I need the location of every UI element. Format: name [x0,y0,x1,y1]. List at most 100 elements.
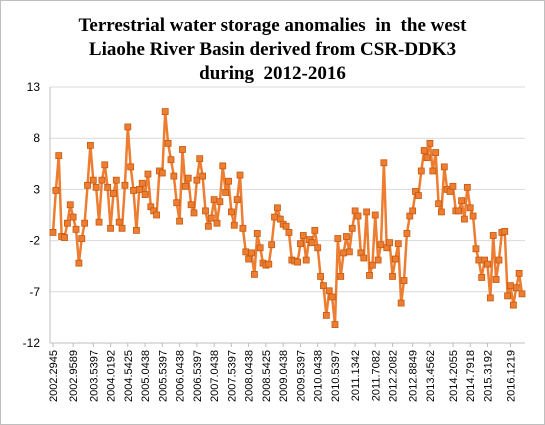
data-point [49,229,57,236]
data-point [337,273,345,280]
data-point [141,191,149,198]
data-point [403,230,411,237]
data-point [331,321,339,328]
x-tick-label: 2008.5425 [261,350,273,402]
x-tick-label: 2011.7082 [370,350,382,401]
y-tick-label: 13 [27,80,41,94]
data-point [322,311,330,319]
data-point [478,274,486,281]
chart-title: Terrestrial water storage anomalies in t… [0,14,545,86]
data-point [130,187,137,194]
data-point [420,147,428,154]
data-point [87,141,94,149]
data-point [463,183,471,191]
data-point [176,217,184,225]
data-point [124,123,132,131]
x-tick-label: 2006.5397 [192,350,204,402]
data-point [489,232,497,239]
x-tick-label: 2006.0438 [175,350,187,402]
data-point [271,213,278,221]
data-point [144,170,152,178]
data-point [472,245,480,253]
data-point [256,244,264,252]
x-tick-label: 2007.5397 [226,350,238,402]
data-point [377,241,385,249]
x-tick-label: 2013.4562 [425,350,437,402]
y-tick-label: 8 [33,131,40,145]
data-point [138,179,146,187]
x-tick-label: 2004.0192 [106,350,118,402]
data-point [397,299,405,307]
data-point [282,222,290,230]
data-point [363,208,371,216]
x-tick-label: 2005.0438 [140,350,152,402]
data-point [512,284,520,292]
data-point [213,219,221,227]
data-point [429,167,437,175]
data-point [409,207,417,215]
data-point [423,154,431,162]
data-point [69,213,77,221]
data-point [386,239,394,247]
data-point [75,259,83,267]
data-point [101,161,109,169]
y-tick-label: -7 [29,285,40,299]
y-tick-label: -2 [29,234,40,248]
data-point [236,171,244,179]
data-point [438,208,445,216]
x-tick-label: 2007.0438 [209,350,221,402]
data-point [112,176,120,184]
data-point [507,282,514,290]
data-point [181,182,189,190]
data-point [360,254,368,262]
data-point [274,204,281,212]
data-point [190,209,198,217]
data-point [343,233,350,240]
x-tick-label: 2015.3192 [482,350,494,402]
data-point [311,226,319,234]
data-point [501,227,509,235]
data-point [297,240,304,248]
data-point [187,201,195,209]
data-point [253,230,261,237]
data-point [84,181,91,189]
data-point [400,277,408,284]
data-point [265,260,273,268]
data-point [52,187,60,194]
data-point [268,241,276,249]
axes [49,87,525,344]
data-point [164,139,172,147]
y-tick-labels: -12 -7 -2 3 8 13 [23,80,41,350]
data-point [461,215,468,223]
data-point [475,256,483,264]
x-tick-label: 2012.8849 [408,350,420,402]
data-point [334,235,342,242]
data-point [66,201,74,209]
data-point [435,200,442,208]
data-point [466,204,474,212]
data-point [227,208,235,216]
data-point [492,276,500,283]
data-point [340,249,348,257]
data-point [107,224,114,232]
data-point [179,146,186,153]
data-point [63,219,71,227]
data-point [127,163,135,171]
data-point [204,222,212,230]
data-point [78,235,86,242]
data-point [426,139,434,147]
data-point [354,212,362,220]
data-point [196,155,204,163]
data-point [98,176,106,184]
data-point [415,192,422,199]
x-tick-label: 2005.5397 [157,350,169,402]
data-point [161,108,169,115]
data-point [104,183,112,191]
data-point [184,174,192,182]
series-line [51,110,524,326]
data-point [167,156,175,164]
data-point [242,248,250,256]
data-point [115,218,123,226]
data-point [170,172,178,180]
data-point [469,212,477,220]
